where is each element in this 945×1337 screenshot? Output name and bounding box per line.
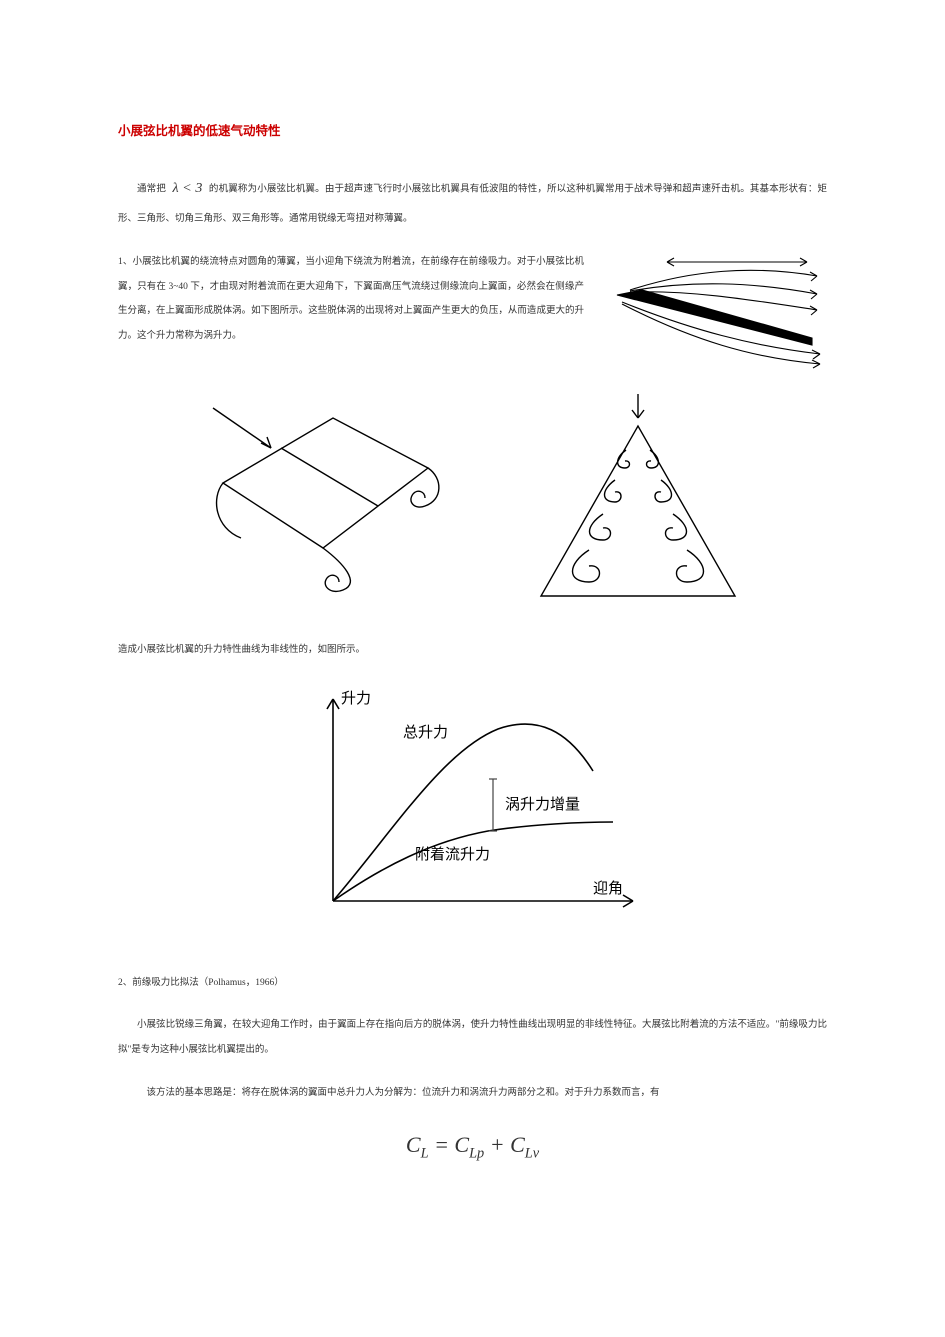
rolled-wing-vortex-figure xyxy=(193,388,453,608)
mid-paragraph: 造成小展弦比机翼的升力特性曲线为非线性的，如图所示。 xyxy=(118,638,827,663)
chart-y-axis-label: 升力 xyxy=(341,690,371,707)
intro-post: 的机翼称为小展弦比机翼。由于超声速飞行时小展弦比机翼具有低波阻的特性，所以这种机… xyxy=(118,184,827,224)
eq-t1: C xyxy=(454,1132,469,1157)
intro-formula: λ < 3 xyxy=(169,181,207,196)
chart-attached-label: 附着流升力 xyxy=(415,846,490,863)
eq-lhs-sub: L xyxy=(421,1145,429,1161)
lift-decomposition-equation: CL = CLp + CLv xyxy=(118,1132,827,1162)
lift-curve-chart: 升力 总升力 涡升力增量 附着流升力 迎角 xyxy=(118,681,827,931)
chart-total-label: 总升力 xyxy=(403,724,448,741)
section2-heading: 2、前缘吸力比拟法（Polhamus，1966） xyxy=(118,971,827,996)
section2-p1: 小展弦比锐缘三角翼，在较大迎角工作时，由于翼面上存在指向后方的脱体涡，使升力特性… xyxy=(118,1013,827,1062)
intro-pre: 通常把 xyxy=(137,184,169,194)
chart-increment-label: 涡升力增量 xyxy=(505,796,580,813)
tip-vortex-streamlines-figure xyxy=(602,250,827,370)
intro-paragraph: 通常把 λ < 3 的机翼称为小展弦比机翼。由于超声速飞行时小展弦比机翼具有低波… xyxy=(118,171,827,232)
page-title: 小展弦比机翼的低速气动特性 xyxy=(118,120,827,139)
eq-plus: + xyxy=(490,1132,510,1157)
eq-t2-sub: Lv xyxy=(525,1145,539,1161)
eq-t2: C xyxy=(510,1132,525,1157)
chart-x-axis-label: 迎角 xyxy=(593,880,623,897)
eq-t1-sub: Lp xyxy=(469,1145,484,1161)
eq-lhs: C xyxy=(406,1132,421,1157)
section2-p2: 该方法的基本思路是：将存在脱体涡的翼面中总升力人为分解为：位流升力和涡流升力两部… xyxy=(118,1081,827,1106)
section1-text: 1、小展弦比机翼的绕流特点对圆角的薄翼，当小迎角下绕流为附着流，在前缘存在前缘吸… xyxy=(118,250,584,349)
eq-equals: = xyxy=(434,1132,454,1157)
delta-wing-vortex-figure xyxy=(523,388,753,608)
